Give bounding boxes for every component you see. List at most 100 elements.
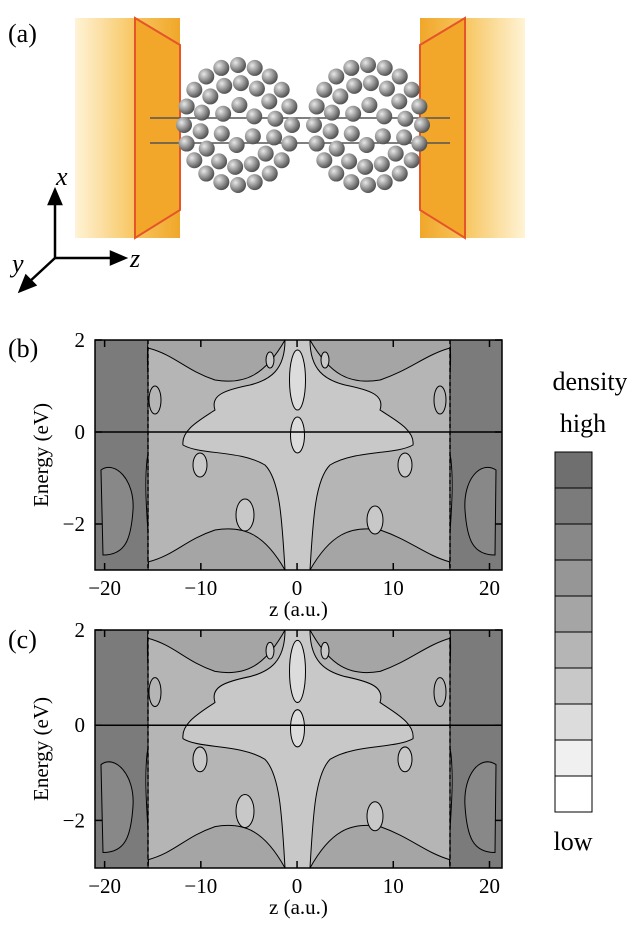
colorbar-level (555, 488, 592, 524)
colorbar-level (555, 632, 592, 668)
atom (247, 60, 263, 76)
x-tick-label: 20 (479, 576, 500, 600)
y-tick-label: 0 (75, 420, 86, 444)
atom (374, 156, 390, 172)
y-tick-label: 2 (75, 618, 86, 642)
atom (198, 166, 214, 182)
atom (230, 177, 246, 193)
axis-name: z (129, 244, 140, 273)
atom (388, 146, 404, 162)
atom (377, 60, 393, 76)
contour-map (95, 340, 502, 570)
atom (309, 98, 325, 114)
atom (176, 117, 192, 133)
atom (375, 128, 391, 144)
colorbar-level (555, 776, 592, 812)
figure: (a) x z y (b) (c) density high low −20−1… (0, 0, 627, 926)
x-tick-label: −10 (184, 576, 217, 600)
atom (274, 152, 290, 168)
atom (324, 105, 340, 121)
axis-name: x (55, 162, 68, 191)
atom (186, 152, 202, 168)
atom (202, 88, 218, 104)
axis-name: y (9, 249, 24, 278)
atom (198, 68, 214, 84)
atom (306, 117, 322, 133)
atom (193, 123, 209, 139)
atom (267, 111, 283, 127)
colorbar-level (555, 524, 592, 560)
electrode-tip (135, 18, 180, 238)
molecule-illustration (75, 18, 525, 238)
atom (284, 117, 300, 133)
atom (186, 82, 202, 98)
atom (214, 126, 230, 142)
atom (316, 82, 332, 98)
atom (213, 60, 229, 76)
atom (316, 152, 332, 168)
atom (376, 108, 392, 124)
colorbar-level (555, 596, 592, 632)
y-tick-label: 2 (75, 328, 86, 352)
y-tick-label: 0 (75, 713, 86, 737)
atom (411, 136, 427, 152)
atom (261, 93, 277, 109)
atom (246, 108, 262, 124)
atom (245, 128, 261, 144)
atom (332, 88, 348, 104)
colorbar-level (555, 668, 592, 704)
contour-map (95, 630, 502, 868)
colorbar-high: high (560, 409, 606, 438)
atom (344, 126, 360, 142)
x-tick-label: 20 (479, 874, 500, 898)
atom (262, 68, 278, 84)
atom (230, 57, 246, 73)
atom (396, 129, 412, 145)
x-tick-label: 10 (383, 874, 404, 898)
y-tick-label: −2 (63, 808, 85, 832)
atom (262, 166, 278, 182)
atom (229, 137, 245, 153)
atom (266, 129, 282, 145)
atom (404, 152, 420, 168)
atom (244, 156, 260, 172)
panel-label: (b) (8, 334, 38, 363)
atom (281, 136, 297, 152)
atom (194, 105, 210, 121)
panel-label: (a) (8, 19, 37, 48)
atom (179, 98, 195, 114)
x-axis-label: z (a.u.) (269, 895, 328, 919)
atom (360, 57, 376, 73)
colorbar-level (555, 704, 592, 740)
y-axis-label: Energy (eV) (29, 697, 53, 801)
colorbar-level (555, 740, 592, 776)
x-tick-label: −20 (88, 576, 121, 600)
atom (379, 81, 395, 97)
atom (397, 111, 413, 127)
x-tick-label: 10 (383, 576, 404, 600)
colorbar-low: low (554, 827, 593, 856)
y-tick-label: −2 (63, 512, 85, 536)
x-tick-label: −10 (184, 874, 217, 898)
atom (215, 106, 231, 122)
atom (258, 146, 274, 162)
atom (274, 82, 290, 98)
atom (323, 123, 339, 139)
atom (346, 78, 362, 94)
colorbar-level (555, 452, 592, 488)
y-axis-label: Energy (eV) (29, 403, 53, 507)
atom (281, 98, 297, 114)
colorbar-title: density (552, 367, 627, 396)
atom (211, 153, 227, 169)
atom (329, 141, 345, 157)
x-tick-label: −20 (88, 874, 121, 898)
atom (377, 174, 393, 190)
atom (343, 60, 359, 76)
atom (414, 117, 430, 133)
panel-label: (c) (8, 625, 37, 654)
atom (216, 78, 232, 94)
atom (249, 81, 265, 97)
atom (343, 174, 359, 190)
atom (411, 98, 427, 114)
atom (213, 174, 229, 190)
